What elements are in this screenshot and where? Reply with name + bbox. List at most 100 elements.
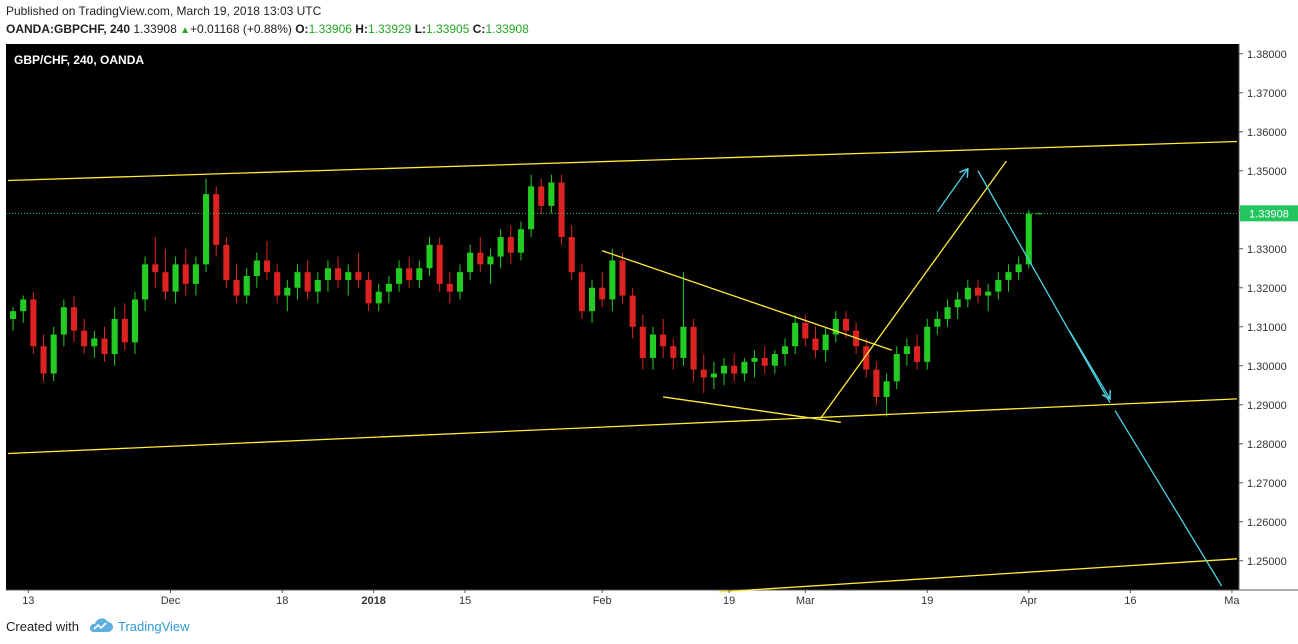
candle-body — [954, 299, 961, 308]
candle — [741, 357, 748, 382]
candle-body — [639, 326, 646, 358]
trend-line[interactable] — [977, 170, 1111, 404]
candle-body — [507, 237, 514, 253]
candle — [924, 318, 931, 370]
candle — [873, 361, 880, 405]
candle — [142, 256, 149, 312]
candle — [131, 291, 139, 355]
candle-body — [294, 272, 301, 288]
chart-title: GBP/CHF, 240, OANDA — [14, 53, 144, 67]
candle-body — [710, 373, 717, 378]
candle — [213, 186, 220, 257]
candle-body — [538, 186, 545, 206]
candle-body — [355, 272, 362, 280]
price-tick-label: 1.25000 — [1247, 556, 1287, 568]
candle-body — [203, 194, 210, 265]
last-price-tag-label: 1.33908 — [1249, 208, 1289, 220]
tradingview-link[interactable]: TradingView — [118, 619, 190, 634]
time-tick-label: Mar — [796, 595, 815, 607]
candle — [335, 256, 342, 288]
candle — [395, 260, 403, 292]
projection-arrow[interactable] — [936, 169, 967, 213]
candle — [101, 326, 108, 362]
candle-body — [131, 299, 139, 343]
candle — [497, 229, 504, 269]
close-value: 1.33908 — [485, 22, 529, 36]
candle-body — [700, 369, 707, 378]
price-tick-label: 1.26000 — [1247, 517, 1287, 529]
candle-body — [10, 311, 17, 319]
candle-body — [985, 291, 992, 296]
candle-body — [446, 283, 453, 292]
candle — [781, 338, 789, 366]
candle — [436, 237, 443, 292]
trend-line[interactable] — [820, 160, 1007, 419]
candlestick-chart[interactable]: 1.380001.370001.360001.350001.340001.330… — [6, 44, 1298, 608]
candle — [954, 291, 961, 319]
candle-body — [670, 346, 677, 358]
candle — [345, 264, 352, 296]
price-tick-label: 1.29000 — [1247, 400, 1287, 412]
up-triangle-icon: ▲ — [180, 25, 191, 36]
candle-body — [223, 244, 230, 280]
candle-body — [792, 322, 799, 347]
candle-body — [314, 279, 321, 292]
candle-body — [213, 194, 220, 245]
candle-body — [964, 287, 971, 300]
candle-body — [619, 260, 626, 296]
tradingview-cloud-icon[interactable] — [88, 618, 114, 634]
time-axis[interactable] — [6, 590, 1298, 608]
candle-body — [406, 268, 413, 280]
time-tick-label: Dec — [161, 595, 181, 607]
time-tick-label: 18 — [276, 595, 288, 607]
candle — [284, 279, 291, 312]
candle — [304, 260, 311, 300]
candle-body — [426, 244, 433, 269]
candle-body — [995, 279, 1002, 292]
candle-body — [101, 338, 108, 355]
candle-body — [477, 252, 484, 265]
time-tick-label: 16 — [1124, 595, 1136, 607]
candle-body — [883, 381, 890, 397]
candle — [243, 268, 250, 304]
candle — [416, 260, 423, 288]
candle-body — [690, 326, 697, 370]
price-tick-label: 1.28000 — [1247, 439, 1287, 451]
candle — [60, 299, 67, 347]
last-price: 1.33908 — [133, 22, 177, 36]
trend-drawings — [7, 140, 1238, 593]
candle-body — [111, 318, 118, 355]
candle-body — [142, 264, 149, 300]
plot-background — [6, 44, 1239, 590]
candle-body — [436, 244, 443, 284]
time-tick-label: 2018 — [361, 595, 385, 607]
trend-line[interactable] — [663, 396, 841, 423]
price-axis[interactable] — [1239, 44, 1298, 590]
trend-line[interactable] — [7, 140, 1238, 182]
trend-line[interactable] — [1114, 410, 1223, 587]
created-with-text: Created with — [6, 619, 79, 634]
candle — [233, 264, 240, 304]
candle — [985, 283, 992, 312]
candle — [294, 264, 301, 300]
candle-body — [832, 318, 839, 335]
symbol-label[interactable]: OANDA:GBPCHF, 240 — [6, 22, 131, 36]
candle — [1005, 264, 1012, 292]
trend-line[interactable] — [7, 398, 1238, 455]
candle — [446, 272, 453, 304]
projection-arrow[interactable] — [1068, 330, 1110, 399]
candle — [528, 174, 535, 238]
symbol-info-line: OANDA:GBPCHF, 240 1.33908 ▲+0.01168 (+0.… — [6, 22, 529, 36]
candle-body — [395, 268, 403, 284]
candle-body — [914, 346, 921, 362]
candle-body — [172, 264, 179, 292]
candle-body — [822, 334, 829, 351]
candle — [771, 350, 778, 374]
candle — [20, 295, 27, 323]
chart-area[interactable]: 1.380001.370001.360001.350001.340001.330… — [6, 44, 1298, 608]
price-tick-label: 1.36000 — [1247, 127, 1287, 139]
trend-line[interactable] — [601, 250, 892, 351]
trend-line[interactable] — [718, 558, 1238, 593]
candle — [903, 338, 910, 366]
candle — [456, 264, 464, 300]
